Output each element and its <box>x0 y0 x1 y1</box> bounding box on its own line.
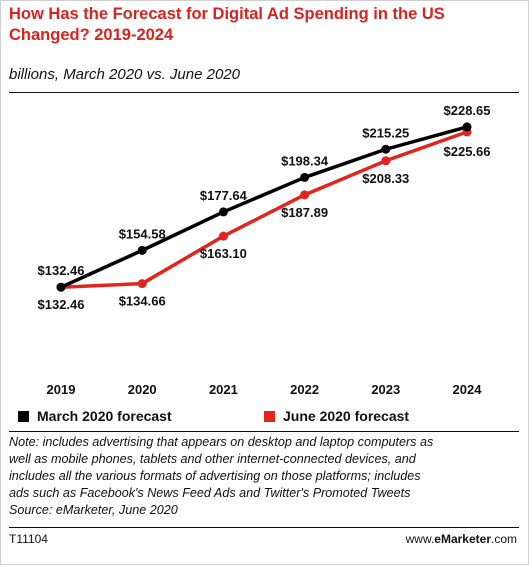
chart-id: T11104 <box>9 532 48 546</box>
data-label-march: $198.34 <box>281 153 329 168</box>
note-line: Note: includes advertising that appears … <box>9 435 434 449</box>
data-label-june: $225.66 <box>444 144 491 159</box>
data-label-march: $132.46 <box>38 263 85 278</box>
data-point-june <box>300 190 310 200</box>
note-line: includes all the various formats of adve… <box>9 469 421 483</box>
data-point-march <box>137 245 147 255</box>
top-rule <box>9 92 519 93</box>
data-point-march <box>56 282 66 292</box>
x-tick-label: 2022 <box>290 382 319 397</box>
source-line: Source: eMarketer, June 2020 <box>9 503 178 517</box>
legend-label-june: June 2020 forecast <box>283 408 410 424</box>
data-label-march: $228.65 <box>444 103 491 118</box>
x-tick-label: 2024 <box>453 382 483 397</box>
note-line: ads such as Facebook's News Feed Ads and… <box>9 486 411 500</box>
legend-swatch-june <box>264 410 275 422</box>
note-line: well as mobile phones, tablets and other… <box>9 452 416 466</box>
line-chart: 2019 2020 2021 2022 2023 2024 $132.46 $154.58 $1… <box>38 103 491 397</box>
data-point-march <box>462 122 472 132</box>
data-label-june: $134.66 <box>119 294 166 309</box>
data-label-june: $187.89 <box>281 205 328 220</box>
chart-title: How Has the Forecast for Digital Ad Spen… <box>9 5 445 44</box>
legend-swatch-march <box>18 410 29 422</box>
site-brand: eMarketer <box>434 532 491 546</box>
data-point-june <box>218 231 228 241</box>
data-point-june <box>381 156 391 166</box>
series-line-march <box>60 125 468 289</box>
series-line-june <box>60 130 468 289</box>
data-point-june <box>137 279 147 289</box>
chart-subtitle: billions, March 2020 vs. June 2020 <box>9 66 240 83</box>
footer-rule <box>9 527 519 528</box>
site-suffix: .com <box>490 532 517 546</box>
data-label-march: $177.64 <box>200 188 248 203</box>
x-tick-label: 2020 <box>128 382 157 397</box>
legend-item-june: June 2020 forecast <box>264 408 409 424</box>
site-prefix: www. <box>405 532 435 546</box>
data-point-march <box>381 144 391 154</box>
note-rule <box>9 431 519 432</box>
x-tick-label: 2023 <box>371 382 400 397</box>
data-label-march: $154.58 <box>119 226 166 241</box>
data-label-june: $208.33 <box>362 171 409 186</box>
data-label-june: $132.46 <box>38 297 85 312</box>
site-link[interactable]: www.eMarketer.com <box>406 532 517 546</box>
data-label-june: $163.10 <box>200 246 247 261</box>
legend-label-march: March 2020 forecast <box>37 408 172 424</box>
data-point-march <box>218 207 228 217</box>
x-tick-label: 2021 <box>209 382 238 397</box>
x-tick-label: 2019 <box>47 382 76 397</box>
data-point-march <box>300 172 310 182</box>
chart-note: Note: includes advertising that appears … <box>9 434 521 519</box>
data-label-march: $215.25 <box>362 125 409 140</box>
legend-item-march: March 2020 forecast <box>18 408 172 424</box>
